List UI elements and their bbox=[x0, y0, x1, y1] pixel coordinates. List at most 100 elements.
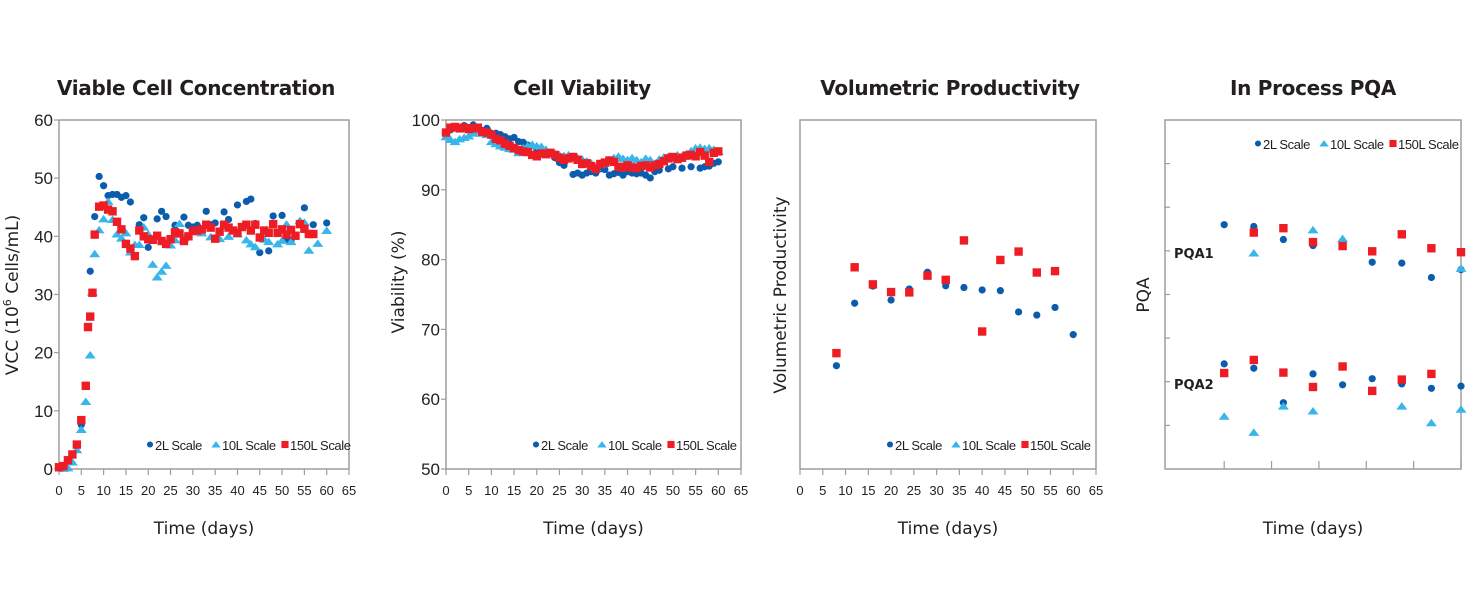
vcc-y-tick-label: 60 bbox=[34, 111, 53, 130]
vcc-point bbox=[303, 246, 315, 254]
vcc-point bbox=[264, 228, 273, 238]
vcc-point bbox=[175, 229, 184, 238]
productivity-point bbox=[905, 288, 914, 297]
vcc-point bbox=[291, 231, 300, 240]
pqa-plot-frame bbox=[1164, 119, 1462, 470]
vcc-point bbox=[117, 225, 126, 234]
viability-point bbox=[537, 149, 546, 158]
viability-point bbox=[546, 148, 555, 158]
vcc-point bbox=[269, 212, 277, 220]
vcc-y-tick-label: 10 bbox=[34, 402, 53, 421]
productivity-legend-marker-square bbox=[1021, 440, 1029, 449]
vcc-point bbox=[84, 350, 96, 359]
viability-plot-frame bbox=[445, 119, 742, 470]
pqa-point bbox=[1307, 225, 1319, 234]
viability-point bbox=[695, 147, 705, 157]
vcc-legend-label: 2L Scale bbox=[155, 438, 202, 453]
viability-point bbox=[605, 156, 614, 165]
vcc-point bbox=[202, 207, 210, 215]
vcc-y-axis-label: VCC (106 Cells/mL) bbox=[1, 215, 23, 375]
vcc-point bbox=[240, 235, 252, 244]
vcc-point bbox=[228, 226, 238, 235]
productivity-point bbox=[1050, 266, 1060, 276]
vcc-point bbox=[126, 244, 135, 253]
vcc-point bbox=[98, 214, 110, 223]
viability-point bbox=[568, 152, 578, 162]
viability-point bbox=[678, 164, 686, 172]
vcc-point bbox=[223, 232, 235, 240]
viability-point bbox=[587, 161, 596, 171]
pqa-legend-marker-square bbox=[1389, 139, 1397, 148]
productivity-point bbox=[959, 236, 969, 245]
vcc-point bbox=[300, 224, 309, 233]
pqa-point bbox=[1279, 235, 1287, 244]
viability-x-tick-label: 15 bbox=[507, 483, 521, 498]
viability-point bbox=[500, 139, 510, 148]
viability-point bbox=[677, 153, 687, 162]
vcc-x-tick-label: 45 bbox=[253, 483, 267, 498]
vcc-point bbox=[184, 232, 193, 241]
viability-legend-marker-triangle bbox=[597, 441, 607, 448]
viability-point bbox=[573, 155, 582, 164]
vcc-point bbox=[157, 236, 166, 246]
pqa2-label: PQA2 bbox=[1174, 378, 1214, 393]
pqa-legend-label: 150L Scale bbox=[1398, 137, 1459, 152]
pqa-point bbox=[1308, 382, 1318, 392]
viability-point bbox=[646, 174, 654, 182]
pqa-x-axis-label: Time (days) bbox=[1262, 519, 1363, 539]
vcc-point bbox=[309, 229, 318, 239]
viability-y-tick-label: 100 bbox=[412, 111, 440, 130]
viability-y-tick-label: 70 bbox=[421, 320, 440, 339]
viability-point bbox=[714, 158, 722, 166]
viability-point bbox=[591, 164, 600, 174]
vcc-legend-marker-triangle bbox=[211, 441, 221, 448]
viability-point bbox=[559, 155, 569, 164]
productivity-x-tick-label: 20 bbox=[884, 483, 898, 498]
pqa-point bbox=[1368, 386, 1377, 396]
vcc-x-tick-label: 30 bbox=[186, 483, 200, 498]
vcc-point bbox=[295, 219, 305, 229]
vcc-point bbox=[75, 425, 87, 433]
vcc-point bbox=[286, 225, 296, 235]
vcc-point bbox=[147, 260, 159, 268]
pqa-point bbox=[1338, 362, 1347, 371]
viability-point bbox=[459, 123, 469, 132]
vcc-point bbox=[170, 228, 180, 237]
vcc-point bbox=[77, 415, 86, 425]
viability-x-axis-label: Time (days) bbox=[542, 519, 643, 539]
viability-point bbox=[482, 128, 492, 137]
pqa-point bbox=[1397, 375, 1406, 384]
vcc-point bbox=[300, 204, 308, 212]
pqa-point bbox=[1220, 360, 1228, 368]
viability-point bbox=[496, 136, 505, 145]
vcc-point bbox=[88, 288, 97, 297]
vcc-point bbox=[247, 195, 255, 203]
vcc-x-tick-label: 65 bbox=[342, 483, 356, 498]
pqa-point bbox=[1279, 368, 1288, 377]
vcc-point bbox=[144, 235, 153, 244]
productivity-y-axis-label: Volumetric Productivity bbox=[771, 196, 791, 393]
pqa-point bbox=[1218, 412, 1230, 420]
vcc-chart: 0 5 10 15 20 25 30 35 40 45 50 55 60 65 0 10 20 30 40 50 60 T… bbox=[1, 111, 356, 539]
viability-legend-label: 2L Scale bbox=[541, 438, 588, 453]
viability-point bbox=[514, 145, 523, 155]
vcc-point bbox=[94, 202, 104, 211]
viability-point bbox=[682, 151, 691, 160]
vcc-point bbox=[219, 220, 229, 229]
viability-x-tick-label: 45 bbox=[643, 483, 657, 498]
pqa-point bbox=[1456, 247, 1466, 257]
pqa-point bbox=[1250, 222, 1258, 231]
viability-point bbox=[627, 163, 637, 172]
viability-point bbox=[705, 157, 714, 167]
viability-y-axis-label: Viability (%) bbox=[389, 231, 409, 334]
vcc-point bbox=[260, 226, 269, 235]
productivity-point bbox=[832, 362, 841, 370]
vcc-point bbox=[151, 273, 163, 281]
productivity-x-tick-label: 10 bbox=[838, 483, 852, 498]
viability-x-tick-label: 5 bbox=[465, 483, 472, 498]
vcc-point bbox=[278, 211, 286, 219]
pqa-point bbox=[1455, 405, 1467, 413]
vcc-point bbox=[152, 231, 162, 240]
productivity-x-tick-label: 15 bbox=[861, 483, 875, 498]
